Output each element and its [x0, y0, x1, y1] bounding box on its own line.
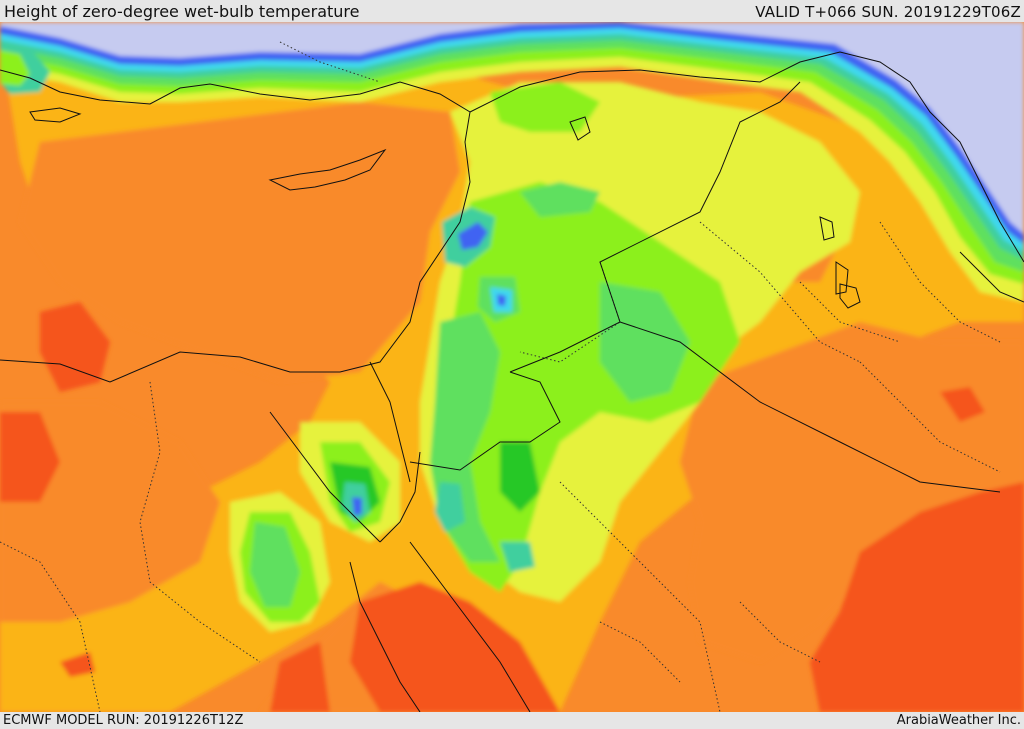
hot-zone: [350, 582, 560, 712]
hot-zone: [60, 652, 95, 677]
hot-zone: [270, 642, 330, 712]
cold-region: [0, 22, 1024, 234]
border-line: [0, 541, 101, 712]
border-line: [739, 601, 821, 663]
lime-band: [0, 50, 30, 86]
orange-zone: [680, 322, 1024, 662]
island: [839, 283, 861, 309]
red-sea-coast-west: [349, 561, 421, 712]
gulf-of-aqaba: [379, 451, 421, 543]
map-title: Height of zero-degree wet-bulb temperatu…: [4, 2, 360, 21]
green-zone: [250, 522, 300, 607]
border-line: [879, 221, 1001, 343]
border-line: [139, 381, 261, 663]
model-run-label: ECMWF MODEL RUN: 20191226T12Z: [3, 713, 244, 728]
contour-fill-layer: [0, 22, 1024, 712]
border-line: [799, 281, 901, 343]
border-solid: [619, 321, 1001, 493]
forecast-map: [0, 22, 1024, 712]
country-borders: [0, 41, 1001, 712]
border-line: [559, 481, 721, 712]
border-line: [699, 221, 861, 363]
coastlines: [0, 51, 1024, 712]
border-solid: [509, 81, 801, 373]
yellow-band: [0, 22, 1024, 302]
border-line: [279, 41, 381, 83]
lake: [569, 116, 591, 141]
blue-spot: [352, 497, 362, 516]
orange-zone: [20, 102, 460, 382]
hot-zone: [940, 387, 985, 422]
island-crete: [29, 107, 82, 123]
coastline: [469, 51, 1024, 263]
blue-spot: [497, 294, 506, 306]
hot-zone: [40, 302, 110, 392]
green-zone: [500, 442, 540, 512]
valid-time-label: VALID T+066 SUN. 20191229T06Z: [755, 3, 1021, 21]
green-zone: [600, 282, 690, 402]
border-solid: [369, 361, 411, 483]
lime-band: [0, 22, 1024, 284]
lime-zone: [490, 82, 600, 132]
island-bahrain: [835, 261, 849, 295]
forecast-map-canvas: [0, 22, 1024, 712]
green-zone: [520, 182, 600, 217]
hot-zone: [810, 482, 1024, 712]
hot-zone: [0, 412, 60, 502]
credit-label: ArabiaWeather Inc.: [896, 713, 1021, 728]
island-cyprus: [268, 148, 387, 191]
red-sea-coast-east: [409, 541, 531, 712]
persian-gulf-coast: [959, 251, 1024, 303]
gulf-of-suez: [269, 411, 381, 543]
blue-spot: [458, 222, 488, 250]
coastline: [0, 69, 471, 383]
teal-spot: [500, 542, 535, 572]
border-solid: [409, 371, 561, 471]
border-line: [859, 361, 1001, 473]
border-line: [599, 621, 681, 683]
island: [819, 216, 835, 241]
teal-spot: [435, 482, 465, 532]
